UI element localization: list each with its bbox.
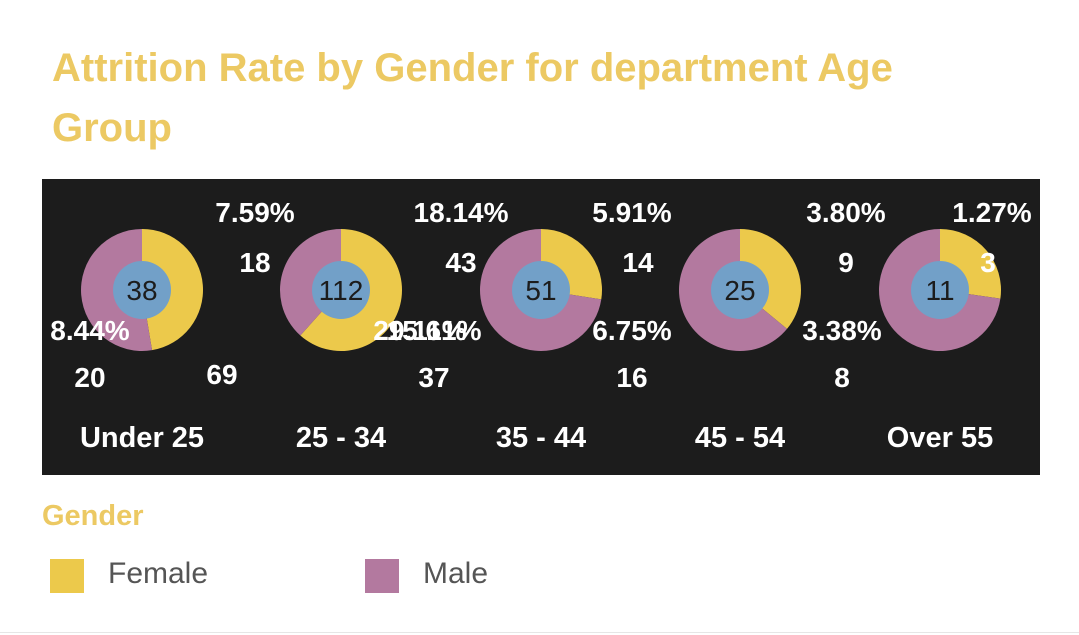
- total-label: 11: [925, 275, 954, 306]
- male-pct-label: 18.14%: [414, 197, 509, 228]
- donut-center: [312, 261, 370, 319]
- male-pct-label: 3.38%: [802, 315, 881, 346]
- category-label: 25 - 34: [296, 422, 386, 454]
- female-count-label: 18: [239, 247, 270, 278]
- chart-panel: 38 Under 25 112 25 - 34 51 35 - 44 25 45 - 54 11…: [42, 179, 1040, 475]
- female-pct-label: 5.91%: [592, 197, 671, 228]
- female-pct-label: 29.11%: [373, 315, 467, 346]
- legend-title: Gender: [42, 500, 144, 532]
- donut-center: [911, 261, 969, 319]
- male-slice: [280, 229, 341, 336]
- female-pct-label: 7.59%: [215, 197, 294, 228]
- total-label: 38: [126, 275, 157, 306]
- male-count-label: 8: [834, 362, 850, 393]
- legend-label-male: Male: [423, 557, 489, 590]
- legend-label-female: Female: [108, 557, 209, 590]
- donut-center: [711, 261, 769, 319]
- male-count-label: 16: [616, 362, 647, 393]
- category-label: Under 25: [80, 422, 204, 454]
- male-count-label: 43: [445, 247, 476, 278]
- female-count-label: 69: [206, 359, 237, 390]
- chart-title: Attrition Rate by Gender for department …: [52, 46, 893, 150]
- donut-center: [512, 261, 570, 319]
- female-pct-label: 1.27%: [952, 197, 1031, 228]
- female-count-label: 14: [622, 247, 654, 278]
- bottom-divider: [0, 632, 1079, 633]
- female-swatch: [50, 559, 84, 593]
- category-label: 35 - 44: [496, 422, 586, 454]
- female-slice: [142, 229, 204, 351]
- legend: Gender Female Male: [42, 500, 742, 610]
- total-label: 25: [724, 275, 755, 306]
- male-count-label: 20: [74, 362, 105, 393]
- male-count-label: 37: [418, 362, 449, 393]
- total-label: 112: [319, 275, 364, 306]
- male-pct-label: 6.75%: [592, 315, 671, 346]
- category-label: 45 - 54: [695, 422, 785, 454]
- male-pct-label: 15.61%: [387, 315, 482, 346]
- female-slice: [740, 229, 801, 329]
- male-swatch: [365, 559, 399, 593]
- total-label: 51: [525, 275, 556, 306]
- female-count-label: 9: [838, 247, 854, 278]
- female-pct-label: 3.80%: [806, 197, 885, 228]
- female-count-label: 3: [980, 247, 996, 278]
- donut-center: [113, 261, 171, 319]
- male-pct-label: 8.44%: [50, 315, 129, 346]
- category-label: Over 55: [887, 422, 993, 454]
